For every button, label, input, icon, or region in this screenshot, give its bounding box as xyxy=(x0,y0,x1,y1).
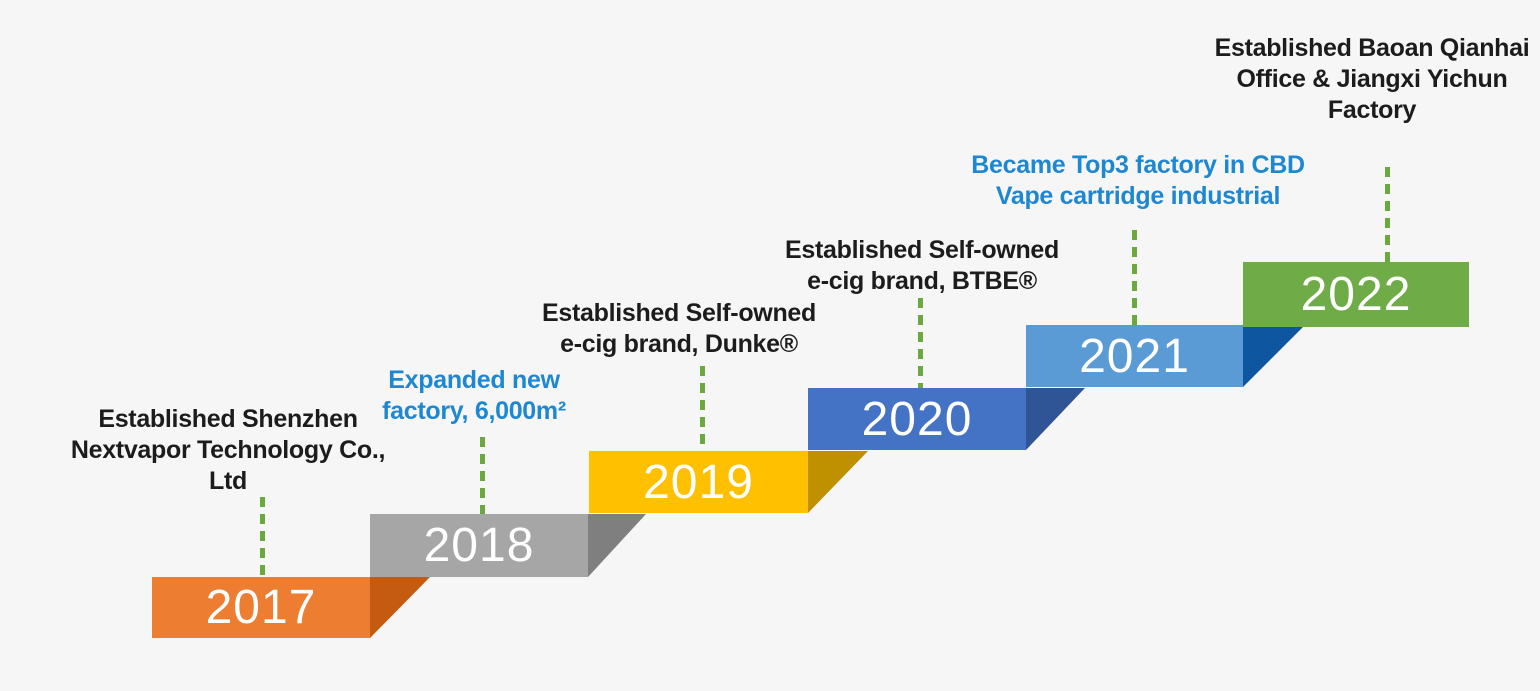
milestone-note-2017: Established Shenzhen Nextvapor Technolog… xyxy=(70,405,386,495)
year-label-2018: 2018 xyxy=(423,519,535,572)
year-label-2021: 2021 xyxy=(1079,329,1190,383)
milestone-note-2021: Became Top3 factory in CBD Vape cartridg… xyxy=(971,151,1305,210)
connector-dashed-line-2022 xyxy=(1385,167,1390,262)
bar-fold-2019 xyxy=(808,451,868,513)
milestone-note-2022: Established Baoan Qianhai Office & Jiang… xyxy=(1214,34,1530,124)
milestone-note-2018: Expanded new factory, 6,000m² xyxy=(382,366,566,425)
connector-dashed-line-2020 xyxy=(918,298,923,388)
year-bar-2021: 2021 xyxy=(1026,325,1243,387)
year-label-2020: 2020 xyxy=(861,392,973,446)
year-bar-2018: 2018 xyxy=(370,514,588,577)
bar-fold-2021 xyxy=(1243,325,1305,387)
year-bar-2017: 2017 xyxy=(152,577,370,638)
connector-dashed-line-2017 xyxy=(260,497,265,577)
year-label-2022: 2022 xyxy=(1300,268,1412,321)
year-bar-2020: 2020 xyxy=(808,388,1026,450)
milestone-note-2019: Established Self-owned e-cig brand, Dunk… xyxy=(541,299,816,358)
year-bar-2019: 2019 xyxy=(589,451,808,513)
year-label-2019: 2019 xyxy=(643,455,754,509)
connector-dashed-line-2019 xyxy=(700,366,705,451)
milestone-note-2020: Established Self-owned e-cig brand, BTBE… xyxy=(784,236,1059,295)
year-bar-2022: 2022 xyxy=(1243,262,1469,327)
bar-fold-2018 xyxy=(588,514,646,577)
connector-dashed-line-2021 xyxy=(1132,230,1137,325)
year-label-2017: 2017 xyxy=(205,581,317,634)
connector-dashed-line-2018 xyxy=(480,437,485,514)
bar-fold-2017 xyxy=(370,577,430,638)
bar-fold-2020 xyxy=(1026,388,1085,450)
